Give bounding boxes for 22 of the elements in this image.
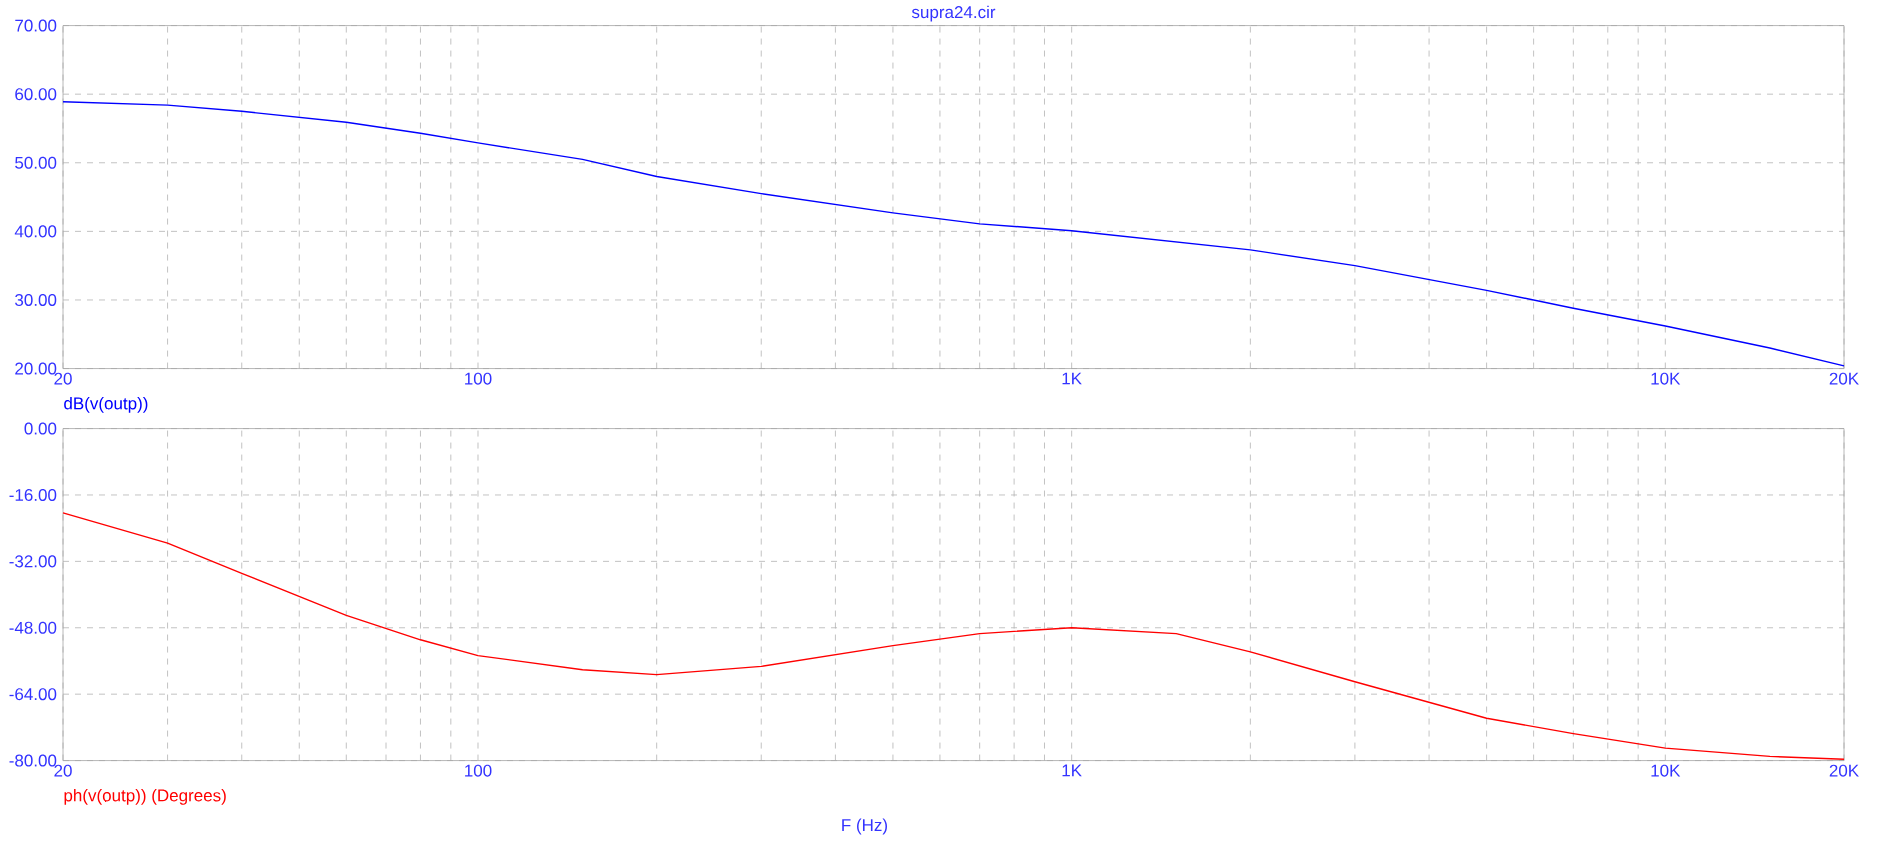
x-tick-label: 10K bbox=[1651, 372, 1681, 385]
x-axis-title: F (Hz) bbox=[842, 818, 887, 835]
x-tick-label: 20K bbox=[1829, 764, 1859, 777]
y-tick-label: 60.00 bbox=[15, 88, 57, 101]
x-tick-label: 100 bbox=[465, 372, 492, 385]
text: ph(v(outp)) (Degrees) bbox=[64, 789, 226, 805]
x-tick-label: 100 bbox=[465, 764, 492, 777]
y-tick-label: -32.00 bbox=[9, 555, 57, 568]
x-tick-label: 10K bbox=[1651, 764, 1681, 777]
y-tick-label: -64.00 bbox=[9, 688, 57, 701]
x-tick-label: 1K bbox=[1062, 764, 1082, 777]
y-tick-label: -48.00 bbox=[9, 621, 57, 634]
y-tick-label: 30.00 bbox=[15, 294, 57, 307]
x-tick-label: 1K bbox=[1062, 372, 1082, 385]
y-tick-label: 70.00 bbox=[15, 19, 57, 32]
chart-title: supra24.cir bbox=[911, 5, 996, 22]
y-tick-label: -16.00 bbox=[9, 489, 57, 502]
y-tick-label: 0.00 bbox=[24, 422, 57, 435]
y-tick-label: 50.00 bbox=[15, 156, 57, 169]
text: dB(v(outp)) bbox=[64, 397, 148, 413]
x-tick-label: 20K bbox=[1829, 372, 1859, 385]
y-tick-label: 40.00 bbox=[14, 225, 57, 238]
